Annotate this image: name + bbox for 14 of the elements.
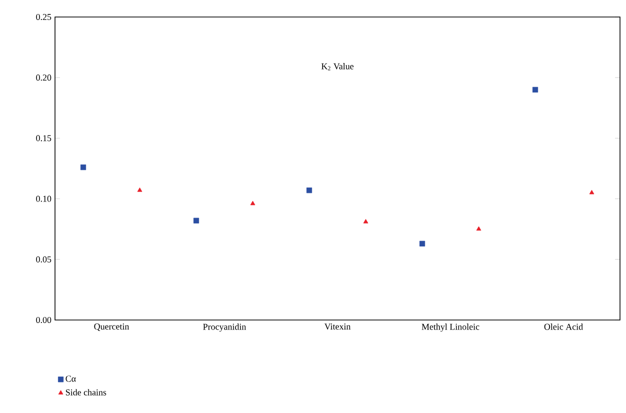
y-tick-label: 0.00 [36,316,52,324]
legend-label: Cα [66,376,76,382]
y-tick-label: 0.15 [36,135,52,142]
y-tick-label: 0.10 [36,196,52,202]
legend-label: Side chains [66,389,106,396]
text: K$_{2}$ Value [321,63,354,70]
x-tick-label: Vitexin [324,324,351,330]
x-tick-label: Oleic Acid [544,324,583,330]
x-tick-label: Methyl Linoleic [422,324,480,332]
y-tick-label: 0.25 [36,14,52,20]
y-tick-label: 0.05 [36,256,52,262]
x-tick-label: Quercetin [94,324,130,331]
x-tick-label: Procyanidin [203,324,246,332]
y-tick-label: 0.20 [36,74,52,81]
